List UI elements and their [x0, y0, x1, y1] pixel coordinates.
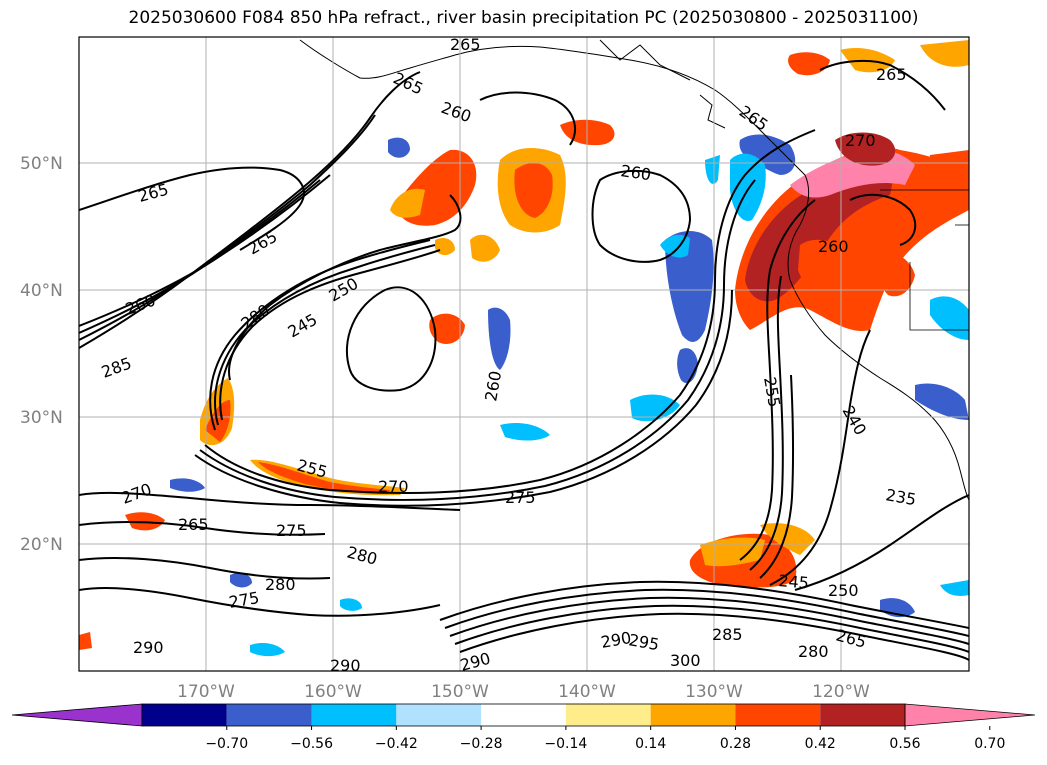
- contour-label: 275: [276, 521, 307, 540]
- contour-label: 265: [450, 35, 481, 54]
- colorbar-segment: [565, 704, 651, 726]
- colorbar-tick-label: −0.70: [205, 736, 248, 752]
- graticule: [79, 37, 969, 671]
- colorbar-segment: [311, 704, 397, 726]
- colorbar-segment: [735, 704, 821, 726]
- colorbar-segment: [650, 704, 736, 726]
- map-frame: [78, 36, 970, 672]
- colorbar-tick-label: −0.14: [544, 736, 587, 752]
- colorbar-tick-label: −0.42: [375, 736, 418, 752]
- colorbar-segment: [226, 704, 312, 726]
- lon-label: 130°W: [685, 682, 743, 702]
- lon-label: 140°W: [558, 682, 616, 702]
- colorbar-tick-label: −0.28: [460, 736, 503, 752]
- contour-label: 250: [828, 581, 859, 600]
- contour-label: 300: [670, 651, 701, 670]
- coastlines: [299, 39, 969, 501]
- lon-label: 120°W: [812, 682, 870, 702]
- lon-label: 160°W: [304, 682, 362, 702]
- colorbar-segment: [396, 704, 482, 726]
- precip-shading: [79, 40, 969, 657]
- contour-label: 270: [845, 131, 876, 150]
- map-title: 2025030600 F084 850 hPa refract., river …: [128, 8, 919, 28]
- contour-label: 260: [818, 237, 849, 256]
- lat-label: 50°N: [20, 154, 63, 174]
- contour-label: 270: [378, 477, 409, 496]
- colorbar-tick-label: 0.56: [889, 736, 920, 752]
- contour-label: 290: [133, 638, 164, 657]
- colorbar-segments: [11, 703, 1036, 727]
- colorbar-extension-high: [904, 703, 1036, 727]
- lat-label: 30°N: [20, 408, 63, 428]
- colorbar-segment: [481, 704, 566, 726]
- colorbar-tick-label: 0.70: [974, 736, 1005, 752]
- colorbar-tick-label: −0.56: [290, 736, 333, 752]
- contour-label: 260: [619, 161, 652, 184]
- contour-label: 280: [265, 575, 296, 594]
- contour-label: 285: [712, 625, 743, 644]
- contour-label: 245: [778, 571, 810, 593]
- colorbar-tick-label: 0.14: [635, 736, 666, 752]
- lon-label: 150°W: [431, 682, 489, 702]
- lat-label: 40°N: [20, 281, 63, 301]
- contour-label: 275: [505, 488, 536, 507]
- contour-label: 265: [178, 515, 209, 534]
- contour-label: 280: [798, 642, 829, 661]
- boundary-lines: [880, 189, 969, 331]
- colorbar-extension-low: [11, 703, 143, 727]
- colorbar-segment: [820, 704, 905, 726]
- colorbar-segment: [142, 704, 227, 726]
- colorbar-ticks: −0.70 −0.56 −0.42 −0.28 −0.14 0.14 0.28 0.42 0.5…: [205, 726, 1005, 752]
- lat-label: 20°N: [20, 535, 63, 555]
- contour-label: 290: [458, 649, 492, 675]
- colorbar-tick-label: 0.28: [720, 736, 751, 752]
- contour-label: 290: [330, 656, 361, 675]
- longitude-labels: 170°W 160°W 150°W 140°W 130°W 120°W: [177, 682, 870, 702]
- colorbar-frame: [141, 703, 906, 727]
- refractivity-contours: [79, 59, 969, 661]
- lon-label: 170°W: [177, 682, 235, 702]
- colorbar-tick-label: 0.42: [805, 736, 836, 752]
- colorbar: −0.70 −0.56 −0.42 −0.28 −0.14 0.14 0.28 0.42 0.5…: [11, 703, 1036, 752]
- latitude-labels: 50°N 40°N 30°N 20°N: [20, 154, 63, 555]
- contour-label: 265: [876, 65, 907, 84]
